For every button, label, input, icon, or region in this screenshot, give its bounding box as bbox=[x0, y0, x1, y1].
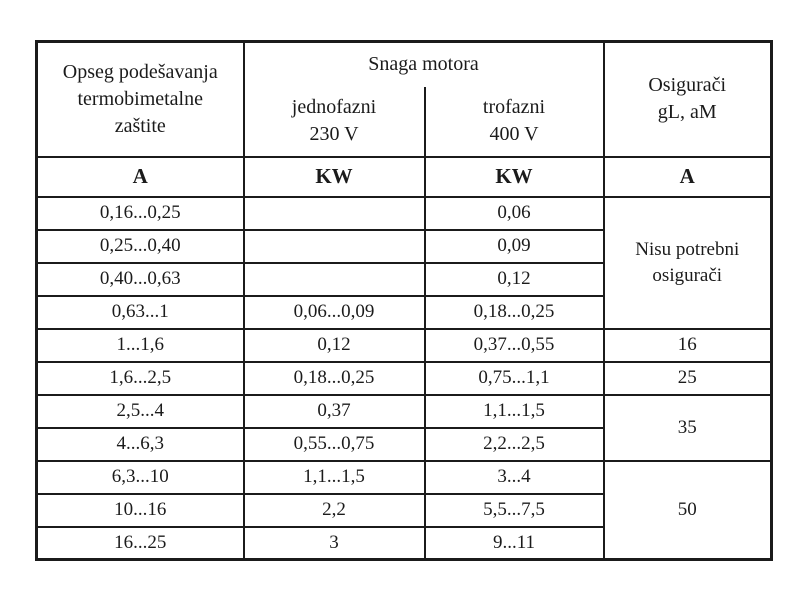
cell-fuse-group: 25 bbox=[602, 360, 773, 396]
cell-single-phase-kw: 0,12 bbox=[242, 327, 426, 363]
table-row: 4...6,3 0,55...0,75 2,2...2,5 bbox=[35, 426, 772, 462]
table-row: 2,5...4 0,37 1,1...1,5 35 bbox=[35, 393, 773, 462]
cell-fuse-group: 16 bbox=[602, 327, 773, 363]
cell-range: 1...1,6 bbox=[35, 327, 245, 363]
table-row: 0,63...1 0,06...0,09 0,18...0,25 bbox=[35, 294, 772, 330]
cell-range: 0,40...0,63 bbox=[35, 261, 245, 297]
table-row: 0,16...0,25 0,06 Nisu potrebni osigurači bbox=[35, 195, 773, 330]
units-row: A KW KW A bbox=[35, 155, 773, 198]
header-motor-power: Snaga motora bbox=[242, 40, 605, 87]
header-fuses: Osigurači gL, aM bbox=[602, 40, 773, 158]
table-row: 1,6...2,5 0,18...0,25 0,75...1,1 25 bbox=[35, 360, 773, 396]
cell-range: 0,63...1 bbox=[35, 294, 245, 330]
cell-range: 10...16 bbox=[35, 492, 245, 528]
table-row: 0,25...0,40 0,09 bbox=[35, 228, 772, 264]
cell-range: 16...25 bbox=[35, 525, 245, 561]
cell-three-phase-kw: 9...11 bbox=[423, 525, 605, 561]
header-single-phase: jednofazni 230 V bbox=[242, 86, 426, 158]
cell-three-phase-kw: 0,06 bbox=[423, 195, 605, 231]
table-row: 6,3...10 1,1...1,5 3...4 50 bbox=[35, 459, 773, 561]
cell-single-phase-kw: 0,37 bbox=[242, 393, 426, 429]
cell-three-phase-kw: 1,1...1,5 bbox=[423, 393, 605, 429]
cell-three-phase-kw: 0,12 bbox=[423, 261, 605, 297]
cell-three-phase-kw: 2,2...2,5 bbox=[423, 426, 605, 462]
cell-single-phase-kw: 0,55...0,75 bbox=[242, 426, 426, 462]
cell-three-phase-kw: 5,5...7,5 bbox=[423, 492, 605, 528]
header-range: Opseg podešavanja termobimetalne zaštite bbox=[35, 40, 245, 158]
cell-fuse-group: Nisu potrebni osigurači bbox=[602, 195, 773, 330]
cell-single-phase-kw bbox=[242, 228, 426, 264]
cell-single-phase-kw: 2,2 bbox=[242, 492, 426, 528]
cell-three-phase-kw: 0,18...0,25 bbox=[423, 294, 605, 330]
cell-single-phase-kw: 0,18...0,25 bbox=[242, 360, 426, 396]
table-row: 10...16 2,2 5,5...7,5 bbox=[35, 492, 772, 528]
table-row: 1...1,6 0,12 0,37...0,55 16 bbox=[35, 327, 773, 363]
cell-three-phase-kw: 0,09 bbox=[423, 228, 605, 264]
unit-three-phase: KW bbox=[423, 155, 605, 198]
cell-range: 0,16...0,25 bbox=[35, 195, 245, 231]
table-row: 0,40...0,63 0,12 bbox=[35, 261, 772, 297]
cell-single-phase-kw bbox=[242, 261, 426, 297]
cell-range: 1,6...2,5 bbox=[35, 360, 245, 396]
cell-three-phase-kw: 3...4 bbox=[423, 459, 605, 495]
cell-fuse-group: 35 bbox=[602, 393, 773, 462]
cell-range: 2,5...4 bbox=[35, 393, 245, 429]
cell-three-phase-kw: 0,37...0,55 bbox=[423, 327, 605, 363]
unit-range: A bbox=[35, 155, 245, 198]
table-row: 16...25 3 9...11 bbox=[35, 525, 772, 561]
cell-single-phase-kw: 3 bbox=[242, 525, 426, 561]
cell-single-phase-kw: 0,06...0,09 bbox=[242, 294, 426, 330]
cell-single-phase-kw: 1,1...1,5 bbox=[242, 459, 426, 495]
cell-range: 4...6,3 bbox=[35, 426, 245, 462]
cell-range: 6,3...10 bbox=[35, 459, 245, 495]
cell-fuse-group: 50 bbox=[602, 459, 773, 561]
header-three-phase: trofazni 400 V bbox=[423, 86, 605, 158]
cell-range: 0,25...0,40 bbox=[35, 228, 245, 264]
unit-fuses: A bbox=[602, 155, 773, 198]
cell-single-phase-kw bbox=[242, 195, 426, 231]
unit-single-phase: KW bbox=[242, 155, 426, 198]
motor-protection-fuse-table: Opseg podešavanja termobimetalne zaštite… bbox=[35, 40, 773, 561]
cell-three-phase-kw: 0,75...1,1 bbox=[423, 360, 605, 396]
header-row-top: Opseg podešavanja termobimetalne zaštite… bbox=[35, 40, 773, 158]
header-row-sub: jednofazni 230 V trofazni 400 V bbox=[37, 86, 772, 158]
